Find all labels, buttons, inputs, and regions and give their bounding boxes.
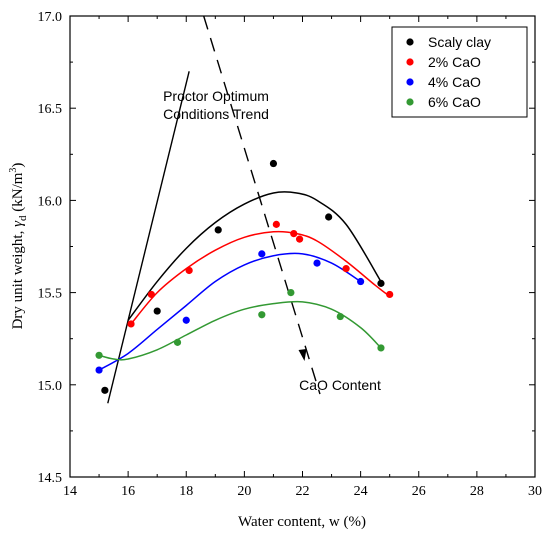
point-2pct-cao-2 [185, 266, 193, 275]
x-tick-label-26: 26 [412, 484, 426, 499]
point-4pct-cao-1 [182, 316, 190, 324]
y-axis-title-sup: 3 [8, 168, 19, 173]
legend-marker-2pct-cao [406, 58, 414, 66]
curve-4pct-cao [98, 252, 362, 371]
legend-label-4pct-cao: 4% CaO [428, 74, 481, 90]
legend-label-scaly-clay: Scaly clay [428, 34, 491, 50]
proctor-label-line1: Proctor Optimum [163, 88, 269, 104]
legend-marker-6pct-cao [406, 98, 414, 106]
point-2pct-cao-0 [127, 320, 135, 328]
proctor-label-line2: Conditions Trend [163, 106, 269, 122]
x-tick-label-24: 24 [354, 484, 368, 499]
point-scaly-clay-4 [325, 213, 333, 221]
point-6pct-cao-5 [377, 344, 385, 352]
x-tick-label-18: 18 [179, 484, 193, 499]
point-2pct-cao-1 [147, 290, 155, 299]
data-points [95, 159, 394, 394]
fit-curves [98, 191, 391, 371]
proctor-trend-solid-line [107, 71, 190, 404]
point-2pct-cao-7 [386, 290, 394, 299]
legend-marker-scaly-clay [406, 38, 414, 46]
y-tick-label-17.0: 17.0 [38, 10, 63, 25]
curve-scaly-clay [127, 191, 382, 321]
legend-label-6pct-cao: 6% CaO [428, 94, 481, 110]
annotations: Proctor Optimum Conditions Trend CaO Con… [163, 88, 381, 393]
curve-2pct-cao [130, 230, 391, 325]
cao-content-label: CaO Content [299, 377, 381, 393]
point-2pct-cao-6 [342, 265, 350, 273]
x-axis-title: Water content, w (%) [238, 514, 366, 530]
legend-marker-4pct-cao [406, 78, 414, 86]
point-6pct-cao-4 [336, 312, 344, 321]
y-tick-label-14.5: 14.5 [38, 471, 63, 486]
point-scaly-clay-5 [377, 279, 385, 287]
y-axis-title-main: Dry unit weight, [10, 227, 26, 330]
point-6pct-cao-2 [258, 311, 266, 319]
cao-arrow-head [298, 348, 307, 361]
y-axis-title-symbol: γ [10, 220, 26, 227]
x-tick-label-30: 30 [528, 484, 542, 499]
y-axis-title: Dry unit weight, γd (kN/m3) [8, 163, 29, 330]
point-6pct-cao-0 [95, 351, 103, 359]
y-tick-label-16.0: 16.0 [38, 194, 63, 209]
x-tick-label-16: 16 [121, 484, 135, 499]
x-tick-label-14: 14 [63, 484, 77, 499]
legend: Scaly clay 2% CaO 4% CaO 6% CaO [391, 26, 528, 118]
point-6pct-cao-3 [287, 289, 295, 297]
proctor-trend-dashed-line [203, 15, 321, 395]
y-axis-title-unit: (kN/m [10, 172, 26, 215]
point-scaly-clay-0 [101, 386, 109, 394]
axis-ticks: 14 16 18 20 22 24 26 28 30 14.5 15.0 15.5 16.0 16.5 17… [38, 10, 543, 499]
legend-label-2pct-cao: 2% CaO [428, 54, 481, 70]
y-tick-label-15.0: 15.0 [38, 379, 63, 394]
point-2pct-cao-5 [295, 235, 304, 243]
x-tick-label-20: 20 [237, 484, 251, 499]
point-scaly-clay-1 [153, 307, 161, 315]
y-axis-title-close: ) [10, 163, 26, 168]
point-4pct-cao-0 [95, 366, 103, 374]
x-tick-label-22: 22 [296, 484, 310, 499]
point-4pct-cao-2 [258, 250, 266, 258]
point-4pct-cao-4 [357, 277, 365, 286]
y-tick-label-15.5: 15.5 [38, 287, 63, 302]
point-scaly-clay-2 [214, 226, 222, 234]
point-2pct-cao-3 [272, 220, 280, 228]
x-tick-label-28: 28 [470, 484, 484, 499]
curve-6pct-cao [98, 300, 382, 361]
point-6pct-cao-1 [173, 338, 182, 346]
point-4pct-cao-3 [313, 259, 321, 267]
y-axis-title-sub: d [17, 215, 29, 221]
y-tick-label-16.5: 16.5 [38, 102, 63, 117]
legend-box [391, 26, 528, 118]
point-2pct-cao-4 [290, 229, 298, 238]
trend-lines [107, 15, 321, 404]
point-scaly-clay-3 [269, 159, 278, 168]
